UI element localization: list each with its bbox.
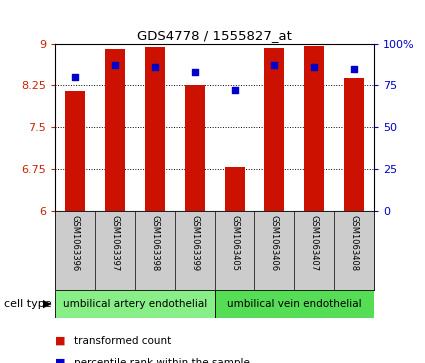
Text: ■: ■ bbox=[55, 358, 66, 363]
Point bbox=[191, 69, 198, 75]
Point bbox=[231, 87, 238, 93]
Text: umbilical vein endothelial: umbilical vein endothelial bbox=[227, 299, 362, 309]
Text: GSM1063408: GSM1063408 bbox=[350, 215, 359, 271]
Bar bbox=[344, 78, 364, 211]
Point bbox=[72, 74, 79, 80]
Text: GSM1063406: GSM1063406 bbox=[270, 215, 279, 271]
Text: umbilical artery endothelial: umbilical artery endothelial bbox=[63, 299, 207, 309]
Text: GSM1063399: GSM1063399 bbox=[190, 215, 199, 271]
Text: GSM1063398: GSM1063398 bbox=[150, 215, 159, 271]
Point bbox=[151, 64, 158, 70]
Text: percentile rank within the sample: percentile rank within the sample bbox=[74, 358, 250, 363]
Point bbox=[311, 64, 317, 70]
Point bbox=[271, 62, 278, 68]
Point bbox=[112, 62, 119, 68]
Bar bbox=[55, 290, 215, 318]
Text: GSM1063396: GSM1063396 bbox=[71, 215, 79, 271]
Text: ▶: ▶ bbox=[42, 299, 51, 309]
Bar bbox=[65, 91, 85, 211]
Title: GDS4778 / 1555827_at: GDS4778 / 1555827_at bbox=[137, 29, 292, 42]
Bar bbox=[105, 49, 125, 211]
Text: ■: ■ bbox=[55, 336, 66, 346]
Bar bbox=[304, 46, 324, 211]
Bar bbox=[224, 167, 244, 211]
Bar bbox=[145, 48, 165, 211]
Bar bbox=[215, 290, 374, 318]
Text: GSM1063405: GSM1063405 bbox=[230, 215, 239, 270]
Text: GSM1063397: GSM1063397 bbox=[110, 215, 119, 271]
Text: transformed count: transformed count bbox=[74, 336, 172, 346]
Text: cell type: cell type bbox=[4, 299, 52, 309]
Point bbox=[351, 66, 357, 72]
Text: GSM1063407: GSM1063407 bbox=[310, 215, 319, 271]
Bar bbox=[264, 48, 284, 211]
Bar bbox=[185, 85, 205, 211]
